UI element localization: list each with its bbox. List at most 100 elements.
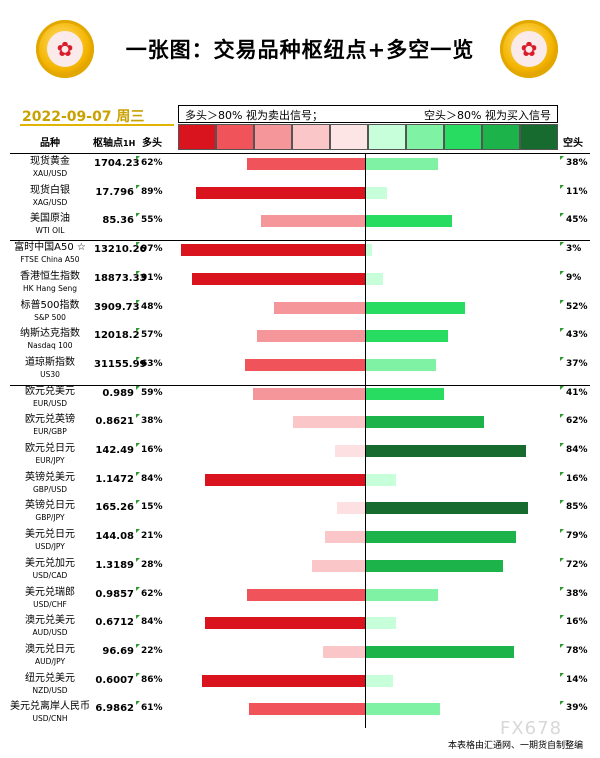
table-row: 纽元兑美元 NZD/USD 0.6007 86% 14% [0, 672, 600, 701]
short-bar [366, 674, 393, 687]
short-bar [366, 617, 397, 630]
table-row: 欧元兑英镑 EUR/GBP 0.8621 38% 62% [0, 413, 600, 442]
long-pct: 21% [141, 531, 163, 542]
instrument-name: 澳元兑美元 [25, 615, 75, 627]
color-scale-legend [178, 124, 558, 150]
instrument-code: S&P 500 [34, 312, 66, 322]
long-pct: 91% [141, 272, 163, 283]
green-tick-icon [560, 471, 564, 476]
green-tick-icon [136, 356, 140, 361]
short-pct: 3% [566, 244, 582, 255]
pivot-value: 0.6007 [95, 674, 134, 686]
green-tick-icon [560, 242, 564, 247]
green-tick-icon [136, 213, 140, 218]
legend-swatch [482, 124, 520, 150]
long-bar [256, 330, 365, 343]
long-bar [336, 502, 365, 515]
short-bar [366, 703, 441, 716]
col-header-pivot-label: 枢轴点 [93, 138, 123, 149]
green-tick-icon [560, 443, 564, 447]
instrument-code: USD/JPY [35, 542, 65, 552]
long-bar [247, 588, 365, 601]
green-tick-icon [136, 184, 140, 189]
pivot-value: 1704.23 [94, 158, 140, 169]
short-bar [366, 502, 528, 515]
green-tick-icon [136, 156, 140, 160]
green-tick-icon [136, 615, 140, 620]
green-tick-icon [136, 672, 140, 677]
green-tick-icon [136, 471, 140, 476]
green-tick-icon [136, 242, 140, 247]
green-tick-icon [136, 701, 140, 706]
short-pct: 9% [566, 272, 582, 283]
pivot-value: 144.08 [95, 531, 134, 543]
pivot-value: 31155.99 [94, 358, 147, 370]
table-row: 现货黄金 XAU/USD 1704.23 62% 38% [0, 155, 600, 184]
long-bar [192, 272, 365, 285]
long-bar [249, 703, 365, 716]
table-row: 香港恒生指数 HK Hang Seng 18873.33 91% 9% [0, 270, 600, 299]
green-tick-icon [560, 643, 564, 648]
long-bar [323, 645, 365, 658]
long-pct: 28% [141, 559, 163, 570]
short-bar [366, 358, 437, 371]
short-pct: 16% [566, 473, 588, 484]
short-pct: 79% [566, 531, 588, 542]
green-tick-icon [560, 529, 564, 534]
short-bar [366, 559, 503, 572]
green-tick-icon [136, 529, 140, 534]
long-bar [325, 531, 365, 544]
green-tick-icon [560, 299, 564, 304]
pivot-value: 0.6712 [95, 617, 134, 629]
long-bar [205, 473, 365, 486]
green-tick-icon [560, 385, 564, 390]
short-bar [366, 186, 387, 199]
long-bar [201, 674, 365, 687]
pivot-value: 3909.73 [94, 301, 140, 313]
long-pct: 59% [141, 387, 163, 398]
instrument-code: NZD/USD [32, 685, 68, 695]
legend-swatch [216, 124, 254, 150]
logo-left: ✿ [36, 20, 94, 78]
short-bar [366, 473, 397, 486]
buy-signal-note: 空头＞80% 视为买入信号 [424, 109, 551, 122]
short-pct: 52% [566, 301, 588, 312]
pivot-value: 0.989 [102, 387, 134, 399]
instrument-code: GBP/USD [32, 484, 68, 494]
short-pct: 62% [566, 416, 588, 427]
pivot-value: 0.9857 [95, 588, 134, 600]
table-row: 美元兑日元 USD/JPY 144.08 21% 79% [0, 528, 600, 557]
instrument-name: 欧元兑日元 [25, 443, 75, 454]
short-bar [366, 330, 448, 343]
table-row: 澳元兑美元 AUD/USD 0.6712 84% 16% [0, 614, 600, 643]
long-bar [245, 358, 365, 371]
instrument-name: 欧元兑英镑 [25, 414, 75, 426]
short-pct: 39% [566, 703, 588, 714]
table-row: 美元兑加元 USD/CAD 1.3189 28% 72% [0, 557, 600, 586]
green-tick-icon [560, 672, 564, 677]
table-row: 现货白银 XAG/USD 17.796 89% 11% [0, 184, 600, 213]
long-bar [205, 617, 365, 630]
short-pct: 41% [566, 387, 588, 398]
short-bar [366, 215, 452, 228]
short-bar [366, 531, 517, 544]
pivot-value: 1.1472 [95, 473, 134, 485]
instrument-code: XAG/USD [32, 197, 68, 207]
instrument-code: Nasdaq 100 [27, 341, 73, 351]
instrument-name: 富时中国A50 ☆ [14, 242, 86, 254]
instrument-code: FTSE China A50 [20, 255, 80, 265]
divider-top [10, 153, 590, 154]
col-header-long: 多头 [142, 138, 162, 149]
instrument-name: 标普500指数 [20, 299, 80, 311]
table-row: 美元兑瑞郎 USD/CHF 0.9857 62% 38% [0, 586, 600, 615]
green-tick-icon [560, 701, 564, 706]
legend-swatch [368, 124, 406, 150]
short-bar [366, 301, 465, 314]
col-header-pivot-unit: 1H [123, 139, 136, 148]
logo-right: ✿ [500, 20, 558, 78]
green-tick-icon [136, 385, 140, 390]
long-bar [311, 559, 365, 572]
short-pct: 85% [566, 502, 588, 513]
instrument-code: US30 [40, 369, 60, 379]
green-tick-icon [560, 557, 564, 562]
